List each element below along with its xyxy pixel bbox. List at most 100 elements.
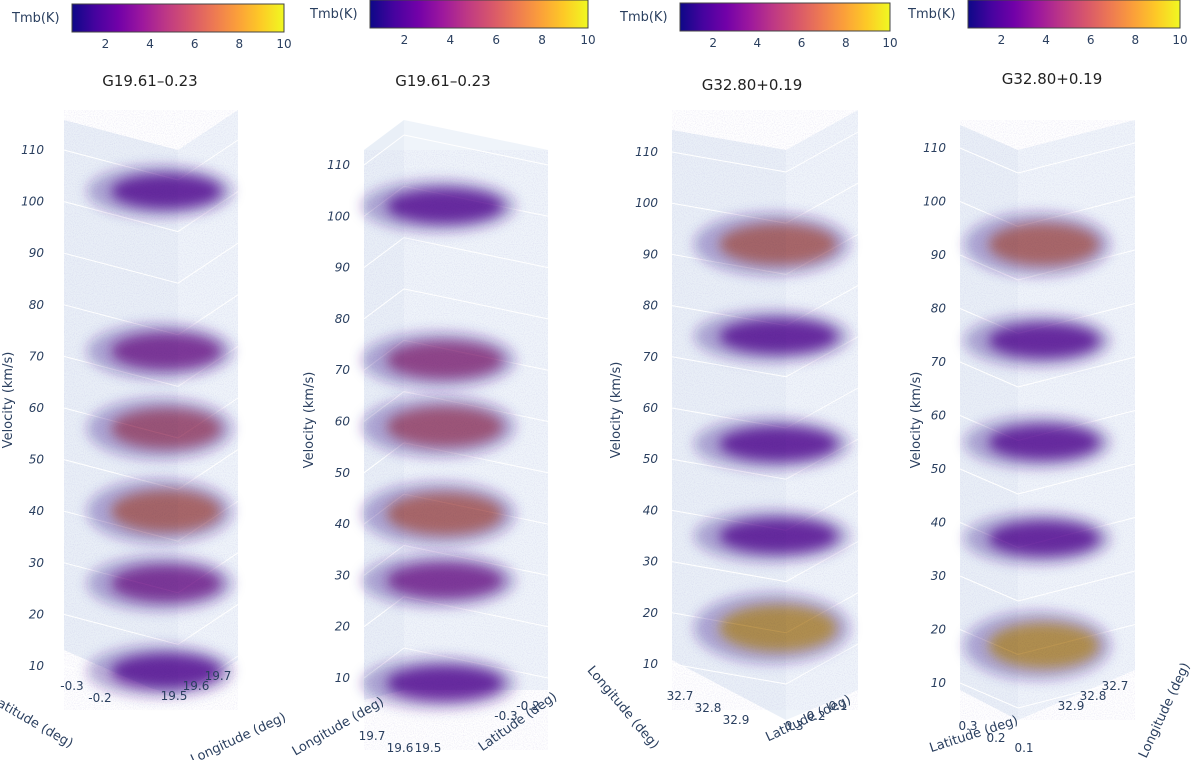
grid-line-right-20: [177, 603, 239, 645]
velocity-tick-70: 70: [643, 350, 659, 364]
velocity-tick-50: 50: [335, 466, 351, 480]
colorbar-tick-8: 8: [1132, 33, 1140, 47]
colorbar-tick-6: 6: [492, 33, 500, 47]
grid-line-50: [671, 458, 787, 480]
emission-core-2: [719, 426, 837, 461]
colorbar: Tmb(K) 2 4 6 8 10: [309, 0, 596, 47]
emission-core-2: [988, 425, 1099, 460]
grid-line-70: [671, 356, 787, 378]
grid-line-right-110: [785, 131, 859, 173]
x-tick-1: 19.6: [387, 741, 414, 755]
y-tick-2: 32.9: [1058, 699, 1085, 713]
velocity-tick-60: 60: [335, 415, 351, 429]
colorbar: Tmb(K) 2 4 6 8 10: [907, 0, 1188, 47]
grid-line-right-90: [177, 242, 239, 284]
velocity-tick-10: 10: [335, 671, 351, 685]
velocity-tick-10: 10: [931, 676, 947, 690]
velocity-tick-20: 20: [643, 606, 659, 620]
y-axis-title: Longitude (deg): [188, 710, 288, 760]
panel-title: G32.80+0.19: [1002, 70, 1103, 88]
colorbar-gradient: [71, 3, 285, 33]
x-tick-0: 0.3: [958, 719, 977, 733]
colorbar-tick-6: 6: [798, 36, 806, 50]
colorbar-gradient: [967, 0, 1181, 29]
velocity-tick-80: 80: [29, 298, 45, 312]
velocity-tick-80: 80: [643, 299, 659, 313]
y-tick-0: 32.7: [1102, 679, 1129, 693]
y-tick-0: -0.2: [516, 699, 539, 713]
velocity-tick-30: 30: [29, 556, 45, 570]
grid-line-30: [671, 561, 787, 583]
velocity-tick-30: 30: [643, 555, 659, 569]
grid-line-right-30: [1017, 570, 1136, 602]
velocity-tick-90: 90: [29, 246, 45, 260]
velocity-tick-20: 20: [335, 620, 351, 634]
emission-core-1: [386, 341, 503, 379]
colorbar-title: Tmb(K): [11, 11, 60, 26]
colorbar-tick-2: 2: [401, 33, 409, 47]
emission-core-1: [719, 319, 837, 354]
x-tick-0: 32.7: [667, 689, 694, 703]
x-tick-0: 19.7: [359, 729, 386, 743]
colorbar-tick-8: 8: [538, 33, 546, 47]
velocity-tick-70: 70: [931, 355, 947, 369]
x-tick-0: -0.3: [60, 679, 83, 693]
colorbar-tick-4: 4: [1042, 33, 1050, 47]
grid-line-right-10: [1017, 677, 1136, 709]
colorbar-tick-6: 6: [1087, 33, 1095, 47]
grid-line-90: [63, 252, 179, 284]
velocity-tick-20: 20: [29, 607, 45, 621]
panel-title: G19.61–0.23: [395, 72, 490, 90]
y-tick-1: -0.3: [494, 709, 517, 723]
velocity-tick-100: 100: [923, 195, 946, 209]
grid-line-90: [363, 237, 405, 269]
grid-line-10: [959, 682, 1019, 709]
colorbar: Tmb(K) 2 4 6 8 10: [11, 3, 292, 51]
colorbar-title: Tmb(K): [309, 7, 358, 22]
y-tick-1: 32.8: [1080, 689, 1107, 703]
panel-3: Tmb(K) 2 4 6 8 10 G32.80+0.19 10 20 30 40 50 60 70 80 9…: [584, 2, 898, 752]
colorbar-tick-4: 4: [446, 33, 454, 47]
emission-core-0: [719, 223, 837, 265]
velocity-tick-40: 40: [335, 517, 351, 531]
emission-core-1: [988, 323, 1099, 358]
colorbar-tick-6: 6: [191, 37, 199, 51]
velocity-tick-90: 90: [335, 261, 351, 275]
y-tick-1: 0.2: [806, 709, 825, 723]
x-tick-2: 0.1: [1014, 741, 1033, 755]
emission-core-2: [386, 406, 503, 447]
velocity-axis-title: Velocity (km/s): [1, 352, 16, 449]
grid-line-right-80: [403, 288, 549, 320]
grid-line-right-50: [1017, 463, 1136, 495]
y-axis-title: Longitude (deg): [1136, 660, 1193, 760]
velocity-tick-110: 110: [327, 158, 350, 172]
grid-line-110: [363, 134, 405, 166]
grid-line-right-90: [403, 237, 549, 269]
velocity-tick-30: 30: [335, 568, 351, 582]
grid-line-70: [959, 361, 1019, 388]
velocity-tick-60: 60: [931, 409, 947, 423]
emission-core-3: [386, 492, 503, 535]
velocity-tick-50: 50: [29, 453, 45, 467]
velocity-tick-10: 10: [29, 659, 45, 673]
velocity-tick-70: 70: [335, 363, 351, 377]
emission-core-4: [111, 565, 221, 602]
grid-line-100: [63, 201, 179, 233]
velocity-tick-20: 20: [931, 623, 947, 637]
colorbar-tick-8: 8: [842, 36, 850, 50]
panel-title: G32.80+0.19: [702, 76, 803, 94]
y-tick-2: 19.5: [161, 689, 188, 703]
x-tick-1: 0.2: [986, 731, 1005, 745]
emission-core-5: [111, 654, 221, 689]
emission-core-4: [719, 605, 837, 652]
velocity-tick-60: 60: [29, 401, 45, 415]
x-tick-1: -0.2: [88, 691, 111, 705]
emission-core-3: [111, 490, 221, 533]
y-tick-0: 0.1: [828, 699, 847, 713]
colorbar-title: Tmb(K): [619, 10, 668, 25]
x-tick-1: 32.8: [695, 701, 722, 715]
velocity-tick-100: 100: [21, 195, 44, 209]
y-tick-2: 0.3: [784, 719, 803, 733]
colorbar-tick-10: 10: [1172, 33, 1187, 47]
emission-core-3: [988, 521, 1099, 556]
